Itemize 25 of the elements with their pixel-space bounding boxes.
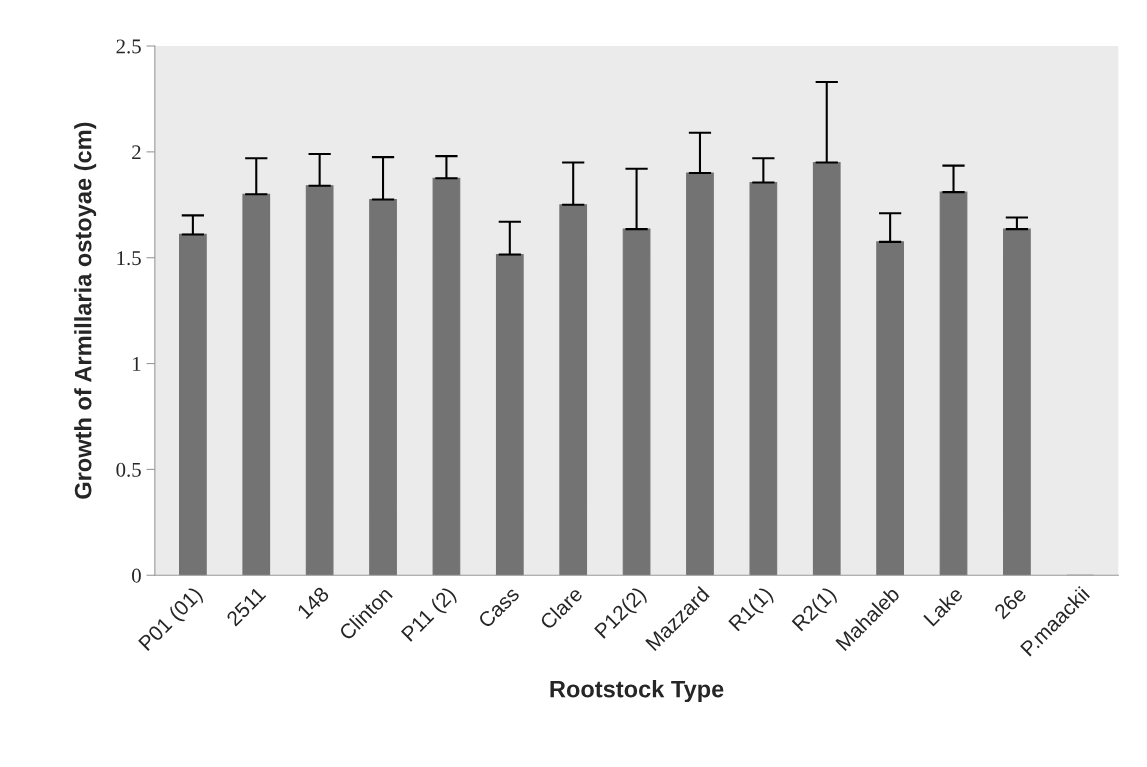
y-tick-label: 1.5 bbox=[117, 251, 141, 266]
bar bbox=[812, 161, 841, 576]
bar bbox=[242, 193, 271, 576]
y-axis-title: Growth of Armillaria ostoyae (cm) bbox=[74, 122, 97, 499]
x-axis-title: Rootstock Type bbox=[550, 680, 724, 703]
bar bbox=[369, 198, 397, 576]
x-tick-label: P01 (01) bbox=[137, 585, 206, 654]
bar bbox=[749, 182, 778, 576]
bar bbox=[179, 233, 207, 576]
bar bbox=[432, 177, 461, 576]
bar bbox=[559, 204, 588, 576]
bar bbox=[495, 253, 524, 576]
y-tick-label: 0 bbox=[132, 568, 141, 583]
y-tick-label: 2.5 bbox=[116, 39, 141, 54]
bar bbox=[622, 228, 651, 576]
y-tick-label: 1 bbox=[133, 357, 141, 371]
bar bbox=[939, 191, 968, 576]
x-tick-label: 148 bbox=[296, 586, 330, 620]
bar bbox=[305, 185, 334, 576]
bar bbox=[876, 241, 904, 576]
bar bbox=[1003, 228, 1031, 576]
bar bbox=[686, 172, 714, 576]
x-tick-label: P11 (2) bbox=[400, 585, 460, 645]
y-tick-label: 0.5 bbox=[116, 462, 141, 477]
y-tick-label: 2 bbox=[132, 145, 141, 160]
